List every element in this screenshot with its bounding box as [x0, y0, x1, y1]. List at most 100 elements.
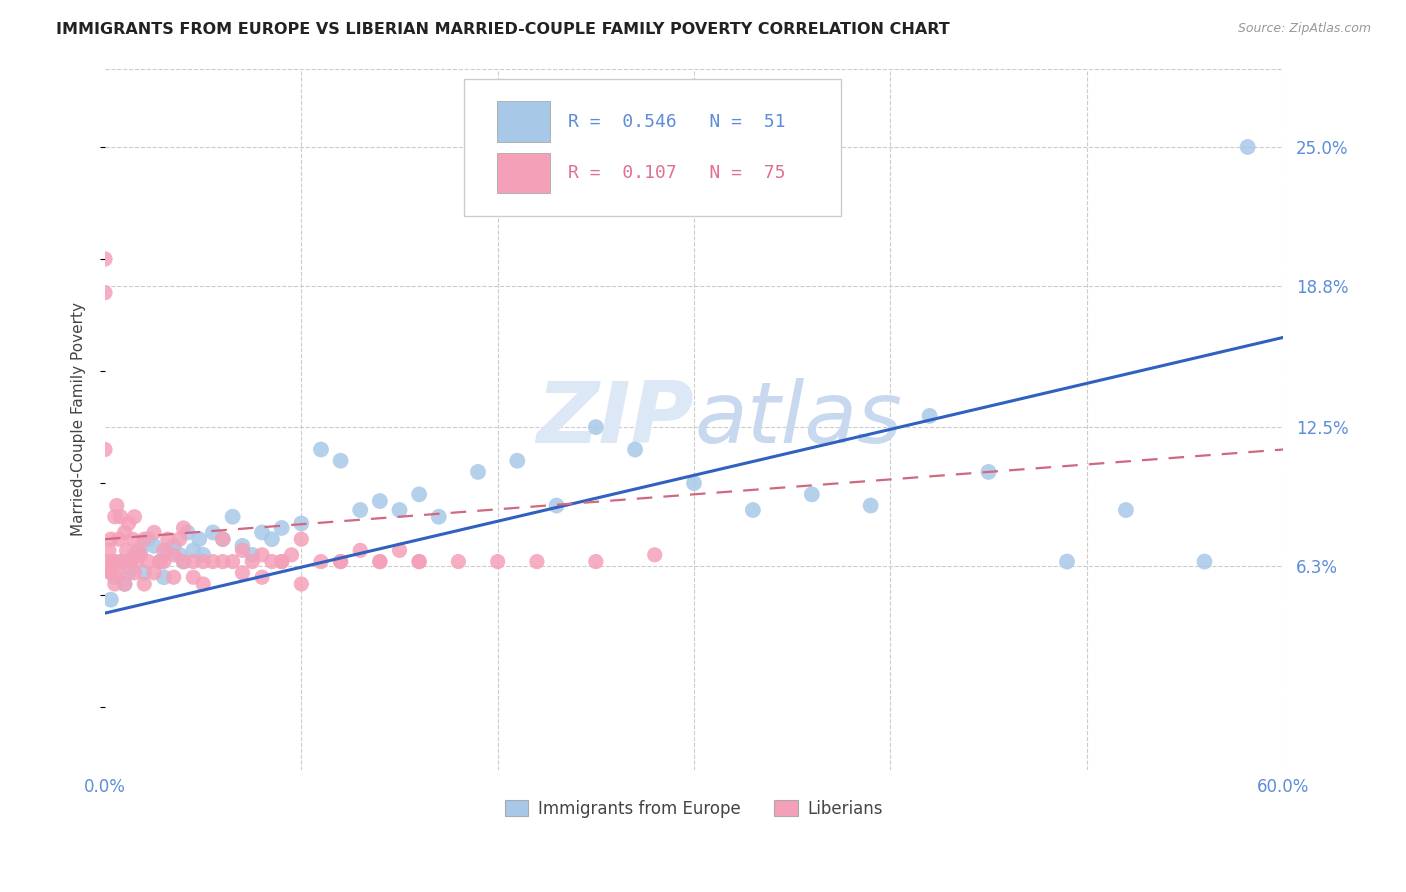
Point	[156, 532, 179, 546]
Point	[114, 525, 136, 540]
Point	[918, 409, 941, 423]
Point	[96, 555, 118, 569]
Point	[408, 555, 430, 569]
Point	[129, 548, 152, 562]
Point	[408, 555, 430, 569]
Point	[120, 555, 142, 569]
Point	[173, 555, 195, 569]
Point	[290, 516, 312, 531]
Point	[221, 509, 243, 524]
Point	[129, 543, 152, 558]
Point	[191, 577, 214, 591]
Point	[183, 555, 205, 569]
Text: R =  0.107   N =  75: R = 0.107 N = 75	[568, 164, 786, 182]
Point	[221, 555, 243, 569]
Point	[94, 285, 117, 300]
Point	[270, 555, 292, 569]
Point	[134, 566, 156, 580]
Point	[467, 465, 489, 479]
Point	[143, 566, 166, 580]
Point	[368, 555, 391, 569]
Point	[115, 543, 138, 558]
Point	[231, 543, 253, 558]
Legend: Immigrants from Europe, Liberians: Immigrants from Europe, Liberians	[498, 794, 890, 825]
Point	[163, 539, 186, 553]
Point	[101, 555, 124, 569]
Point	[1056, 555, 1078, 569]
Point	[143, 525, 166, 540]
Point	[110, 555, 132, 569]
Point	[250, 548, 273, 562]
Point	[110, 509, 132, 524]
Point	[111, 555, 134, 569]
Point	[309, 555, 332, 569]
Point	[211, 555, 233, 569]
Point	[1115, 503, 1137, 517]
Point	[114, 577, 136, 591]
Point	[163, 570, 186, 584]
Point	[977, 465, 1000, 479]
Point	[644, 548, 666, 562]
Point	[231, 566, 253, 580]
Point	[585, 420, 607, 434]
Point	[290, 532, 312, 546]
Point	[800, 487, 823, 501]
Y-axis label: Married-Couple Family Poverty: Married-Couple Family Poverty	[72, 302, 86, 536]
Point	[546, 499, 568, 513]
Point	[280, 548, 302, 562]
Point	[309, 442, 332, 457]
Point	[114, 577, 136, 591]
FancyBboxPatch shape	[464, 79, 841, 216]
Point	[104, 570, 127, 584]
Point	[94, 252, 117, 266]
Point	[183, 570, 205, 584]
Point	[1194, 555, 1216, 569]
Point	[169, 548, 191, 562]
Point	[211, 532, 233, 546]
Point	[859, 499, 882, 513]
Point	[121, 532, 143, 546]
Point	[349, 543, 371, 558]
Point	[110, 566, 132, 580]
Point	[124, 548, 146, 562]
Point	[156, 543, 179, 558]
Point	[329, 454, 352, 468]
Point	[97, 543, 120, 558]
Point	[408, 487, 430, 501]
Point	[100, 566, 122, 580]
Point	[117, 516, 139, 531]
Point	[260, 555, 283, 569]
Point	[134, 577, 156, 591]
Point	[201, 525, 224, 540]
Point	[486, 555, 509, 569]
Point	[173, 521, 195, 535]
Point	[94, 442, 117, 457]
Point	[349, 503, 371, 517]
FancyBboxPatch shape	[498, 102, 550, 142]
Point	[368, 555, 391, 569]
Point	[188, 532, 211, 546]
Text: atlas: atlas	[695, 377, 903, 461]
Point	[270, 521, 292, 535]
Point	[104, 577, 127, 591]
Point	[153, 543, 176, 558]
Point	[173, 555, 195, 569]
Point	[250, 570, 273, 584]
Point	[290, 577, 312, 591]
Point	[169, 532, 191, 546]
Point	[368, 494, 391, 508]
Point	[136, 555, 159, 569]
Point	[105, 499, 128, 513]
Point	[100, 566, 122, 580]
Point	[124, 509, 146, 524]
Point	[250, 525, 273, 540]
Point	[388, 503, 411, 517]
Point	[149, 555, 172, 569]
Point	[211, 532, 233, 546]
Point	[153, 555, 176, 569]
Point	[191, 555, 214, 569]
Point	[683, 476, 706, 491]
Point	[506, 454, 529, 468]
Point	[100, 532, 122, 546]
Point	[741, 503, 763, 517]
